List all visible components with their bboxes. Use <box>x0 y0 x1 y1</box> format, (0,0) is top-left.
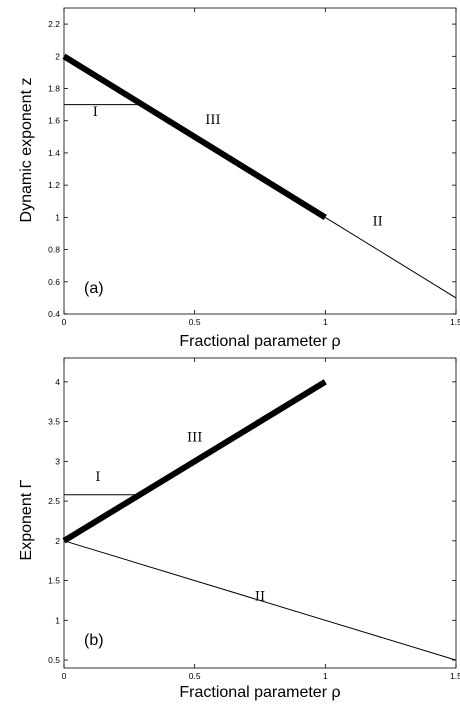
series-line-III-a <box>62 53 327 220</box>
series-a <box>62 53 457 299</box>
panel-label-a: (a) <box>84 280 104 297</box>
y-axis-label-b: Exponent Γ <box>18 479 35 560</box>
y-axis-label-a: Dynamic exponent z <box>18 78 35 223</box>
y-tick-label-b: 1 <box>55 615 60 625</box>
series-line-II-b <box>63 540 457 661</box>
x-tick-label-a: 1 <box>323 317 328 327</box>
y-tick-label-b: 2.5 <box>48 496 60 506</box>
plot-frame-a <box>63 7 457 315</box>
y-tick-label-a: 0.8 <box>48 245 60 255</box>
x-tick-label-b: 0.5 <box>189 671 201 681</box>
x-axis-label-a: Fractional parameter ρ <box>179 333 340 350</box>
x-tick-label-b: 1.5 <box>450 671 460 681</box>
y-tick-label-a: 2 <box>55 51 60 61</box>
region-label-III-a: III <box>205 113 220 128</box>
x-tick-label-a: 1.5 <box>450 317 460 327</box>
region-label-I-b: I <box>95 470 100 485</box>
y-tick-label-a: 1.6 <box>48 116 60 126</box>
y-tick-label-a: 1.8 <box>48 84 60 94</box>
y-tick-label-a: 1.2 <box>48 180 60 190</box>
plot-frame-b <box>63 357 457 669</box>
y-tick-label-b: 2 <box>55 536 60 546</box>
x-tick-label-b: 1 <box>323 671 328 681</box>
y-tick-label-a: 1.4 <box>48 148 60 158</box>
panel-a: 0 0.5 1 1.50.40.60.811.21.41.61.822.2 IIIII… <box>18 7 460 350</box>
region-label-II-a: II <box>372 214 382 229</box>
series-line-II-a <box>325 216 457 299</box>
x-axis-label-b: Fractional parameter ρ <box>179 684 340 701</box>
ticks-b: 0 0.5 1 1.50.511.522.533.54 <box>48 358 460 681</box>
y-tick-label-b: 0.5 <box>48 655 60 665</box>
y-tick-label-b: 1.5 <box>48 576 60 586</box>
y-tick-label-b: 3 <box>55 456 60 466</box>
y-tick-label-b: 4 <box>55 377 60 387</box>
ticks-a: 0 0.5 1 1.5 0.4 0.6 0.8 1 1.2 1.4 1.6 1.8 2 2.2 <box>48 8 460 327</box>
region-label-III-b: III <box>187 430 202 445</box>
y-tick-label-a: 2.2 <box>48 19 60 29</box>
panel-label-b: (b) <box>84 632 104 649</box>
y-tick-label-a: 1 <box>55 212 60 222</box>
region-label-I-a: I <box>93 105 98 120</box>
y-tick-label-a: 0.4 <box>48 309 60 319</box>
series-b <box>62 379 457 661</box>
y-tick-label-b: 3.5 <box>48 417 60 427</box>
series-line-III-b <box>62 379 327 544</box>
region-label-II-b: II <box>255 589 265 604</box>
x-tick-label-b: 0 <box>62 671 67 681</box>
y-tick-label-a: 0.6 <box>48 277 60 287</box>
x-tick-label-a: 0 <box>62 317 67 327</box>
x-tick-label-a: 0.5 <box>189 317 201 327</box>
